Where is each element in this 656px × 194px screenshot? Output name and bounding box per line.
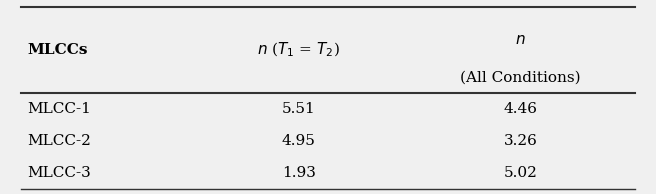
Text: 4.95: 4.95	[281, 134, 316, 148]
Text: 3.26: 3.26	[504, 134, 538, 148]
Text: $n$: $n$	[516, 33, 526, 47]
Text: $n$ ($T_1$ = $T_2$): $n$ ($T_1$ = $T_2$)	[257, 41, 340, 59]
Text: 4.46: 4.46	[504, 102, 538, 116]
Text: (All Conditions): (All Conditions)	[461, 71, 581, 85]
Text: 5.51: 5.51	[281, 102, 316, 116]
Text: 5.02: 5.02	[504, 166, 538, 180]
Text: MLCC-3: MLCC-3	[28, 166, 91, 180]
Text: MLCC-1: MLCC-1	[28, 102, 91, 116]
Text: 1.93: 1.93	[281, 166, 316, 180]
Text: MLCC-2: MLCC-2	[28, 134, 91, 148]
Text: MLCCs: MLCCs	[28, 43, 88, 57]
